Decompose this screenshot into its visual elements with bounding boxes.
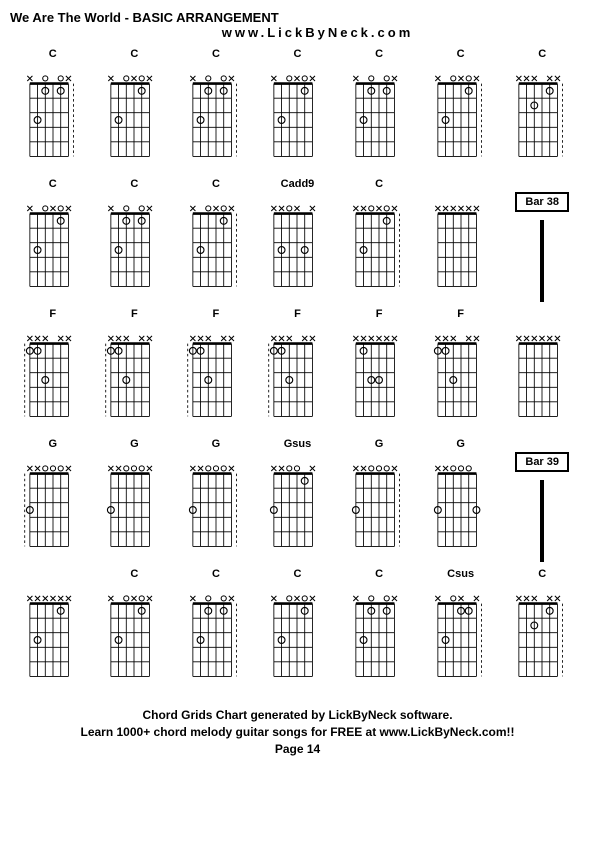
chord-diagram: C xyxy=(14,178,92,302)
chord-name: C xyxy=(212,48,220,60)
chord-diagram: C xyxy=(340,178,418,302)
chord-name: C xyxy=(538,568,546,580)
chord-name: F xyxy=(376,308,383,320)
chord-name: G xyxy=(49,438,58,450)
chord-diagram: C xyxy=(422,48,500,172)
chord-name: G xyxy=(375,438,384,450)
chord-diagram: F xyxy=(14,308,92,432)
chord-diagram: Csus xyxy=(422,568,500,692)
chord-name: C xyxy=(375,568,383,580)
chord-diagram: C xyxy=(340,48,418,172)
chord-diagram: G xyxy=(14,438,92,562)
chord-name: C xyxy=(130,178,138,190)
chord-diagram: F xyxy=(259,308,337,432)
bar-marker: Bar 38 xyxy=(503,178,581,302)
chord-name: F xyxy=(457,308,464,320)
chord-name: F xyxy=(294,308,301,320)
page-subtitle: www.LickByNeck.com xyxy=(50,25,585,40)
chord-name: C xyxy=(212,568,220,580)
chord-diagram: C xyxy=(340,568,418,692)
chord-name: C xyxy=(49,48,57,60)
chord-name: C xyxy=(294,48,302,60)
chord-diagram: C xyxy=(96,178,174,302)
chord-diagram: C xyxy=(96,48,174,172)
chord-name: F xyxy=(213,308,220,320)
chord-name: C xyxy=(130,568,138,580)
bar-label: Bar 38 xyxy=(515,192,569,212)
chord-diagram: Gsus xyxy=(259,438,337,562)
chord-name: Cadd9 xyxy=(281,178,315,190)
chord-diagram: F xyxy=(340,308,418,432)
bar-label: Bar 39 xyxy=(515,452,569,472)
chord-name: C xyxy=(130,48,138,60)
chord-diagram: Cadd9 xyxy=(259,178,337,302)
chord-name: Gsus xyxy=(284,438,312,450)
chord-name: C xyxy=(294,568,302,580)
chord-diagram: C xyxy=(177,568,255,692)
chord-name: G xyxy=(212,438,221,450)
chord-name: F xyxy=(131,308,138,320)
bar-line xyxy=(540,480,544,562)
chord-diagram: G xyxy=(422,438,500,562)
chord-name: C xyxy=(49,178,57,190)
chord-name: G xyxy=(130,438,139,450)
chord-name: C xyxy=(375,48,383,60)
chord-diagram: C xyxy=(177,178,255,302)
page-number: Page 14 xyxy=(10,741,585,758)
chord-name: Csus xyxy=(447,568,474,580)
chord-diagram xyxy=(503,308,581,432)
chord-diagram: C xyxy=(177,48,255,172)
chord-diagram: F xyxy=(177,308,255,432)
chord-name: C xyxy=(212,178,220,190)
chord-diagram: G xyxy=(177,438,255,562)
footer-line2: Learn 1000+ chord melody guitar songs fo… xyxy=(10,724,585,741)
footer-line1: Chord Grids Chart generated by LickByNec… xyxy=(10,707,585,724)
chord-diagram: G xyxy=(96,438,174,562)
chord-name: C xyxy=(457,48,465,60)
chord-grid: C C C C C C C C C C Cadd9 C Bar 38 F F F F F F G G G Gsus G G Bar… xyxy=(14,48,581,692)
chord-name: G xyxy=(456,438,465,450)
chord-diagram: G xyxy=(340,438,418,562)
chord-diagram: C xyxy=(96,568,174,692)
page-title: We Are The World - BASIC ARRANGEMENT xyxy=(10,10,585,25)
chord-diagram xyxy=(422,178,500,302)
chord-diagram: C xyxy=(259,48,337,172)
chord-diagram: C xyxy=(14,48,92,172)
bar-marker: Bar 39 xyxy=(503,438,581,562)
chord-name: C xyxy=(538,48,546,60)
chord-diagram: C xyxy=(259,568,337,692)
bar-line xyxy=(540,220,544,302)
chord-diagram: C xyxy=(503,568,581,692)
chord-name: C xyxy=(375,178,383,190)
chord-diagram xyxy=(14,568,92,692)
footer: Chord Grids Chart generated by LickByNec… xyxy=(10,707,585,757)
chord-name: F xyxy=(49,308,56,320)
chord-diagram: C xyxy=(503,48,581,172)
chord-diagram: F xyxy=(96,308,174,432)
chord-diagram: F xyxy=(422,308,500,432)
